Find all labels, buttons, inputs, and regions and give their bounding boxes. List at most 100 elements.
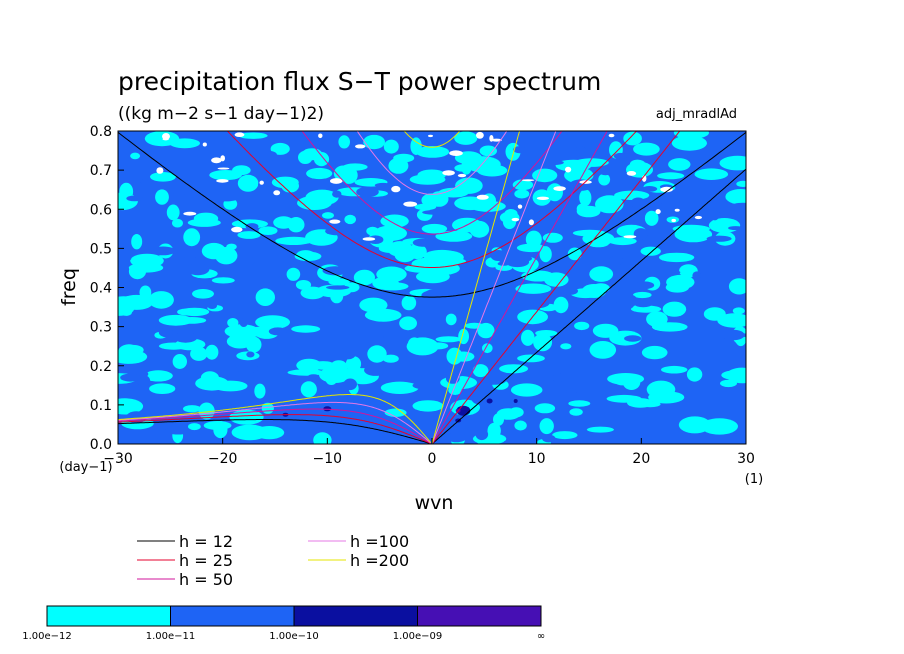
- contour-cell-mid: [503, 439, 529, 444]
- contour-cell-mid: [365, 364, 376, 372]
- contour-cell-low: [410, 137, 422, 155]
- contour-cell-low: [429, 191, 449, 207]
- contour-cell-mid: [475, 428, 489, 441]
- contour-cell-low: [394, 248, 416, 263]
- contour-cell-mid: [239, 318, 248, 327]
- inertia-gravity-wave-h12: [118, 131, 746, 298]
- contour-cell-low: [190, 346, 208, 361]
- contour-gap: [403, 201, 418, 207]
- dispersion-curves: [118, 131, 746, 444]
- contour-cell-low: [633, 142, 660, 156]
- contour-cell-mid: [646, 267, 665, 272]
- contour-cell-mid: [728, 226, 744, 231]
- contour-cell-mid: [383, 334, 407, 340]
- contour-cell-low: [158, 314, 193, 326]
- contour-cell-low: [732, 307, 745, 315]
- contour-cell-low: [589, 266, 614, 282]
- contour-cell-low: [521, 329, 535, 346]
- contour-cell-low: [464, 322, 484, 329]
- contour-cell-mid: [256, 150, 277, 160]
- contour-cell-mid: [601, 384, 618, 396]
- contour-cell-low: [417, 169, 446, 181]
- contour-cell-low: [270, 142, 290, 155]
- contour-cell-mid: [707, 182, 727, 193]
- contour-cell-low: [187, 218, 221, 227]
- contour-cell-mid: [719, 206, 735, 216]
- contour-cell-low: [188, 423, 201, 431]
- contour-cell-low: [454, 131, 478, 145]
- contour-cell-low: [569, 408, 583, 416]
- contour-cell-mid: [150, 246, 176, 256]
- legend-entry: h =200: [308, 551, 409, 570]
- contour-cell-mid: [543, 160, 564, 166]
- contour-cell-low: [200, 371, 219, 385]
- contour-cell-low: [532, 168, 558, 183]
- contour-gap: [211, 157, 222, 164]
- contour-gap: [694, 215, 703, 220]
- contour-gap: [330, 178, 343, 184]
- contour-cell-mid: [312, 307, 322, 317]
- contour-gap: [671, 218, 676, 223]
- contour-cell-low: [560, 343, 572, 350]
- contour-cell-low: [258, 226, 278, 235]
- contour-cell-low: [640, 246, 661, 256]
- contour-gap: [442, 170, 455, 176]
- contour-cell-low: [514, 420, 527, 431]
- contour-cell-low: [166, 204, 180, 221]
- inertia-gravity-wave-h200: [403, 131, 461, 148]
- contour-cell-low: [393, 153, 415, 163]
- contour-cell-mid: [352, 407, 373, 416]
- run-label: adj_mradlAd: [656, 107, 737, 122]
- contour-cell-low: [229, 409, 264, 425]
- contour-cell-low: [295, 280, 312, 290]
- y-tick-label: 0.8: [90, 124, 112, 140]
- contour-cell-low: [589, 341, 617, 359]
- x-unit-label: (1): [745, 472, 763, 487]
- contour-cell-mid: [513, 146, 527, 154]
- y-tick-label: 0.3: [90, 320, 112, 336]
- contour-gap: [655, 209, 661, 215]
- contour-cell-low: [172, 354, 187, 369]
- x-tick-label: 20: [632, 451, 650, 467]
- contour-cell-mid: [309, 220, 327, 225]
- contour-cell-low: [694, 168, 729, 180]
- contour-cell-low: [338, 135, 351, 149]
- contour-cell-low: [646, 311, 668, 327]
- contour-cell-low: [661, 365, 688, 374]
- contour-cell-low: [464, 156, 501, 173]
- contour-cell-mid: [271, 131, 294, 138]
- contour-cell-low: [380, 214, 409, 228]
- x-tick-label: −30: [103, 451, 133, 467]
- contour-cell-mid: [347, 241, 373, 253]
- contour-cell-low: [313, 152, 330, 167]
- contour-cell-low: [539, 418, 554, 435]
- contour-cell-mid: [634, 301, 652, 308]
- contour-cell-mid: [731, 202, 746, 209]
- contour-cell-low: [313, 432, 332, 444]
- contour-gap: [553, 186, 566, 192]
- contour-cell-mid: [412, 238, 436, 247]
- contour-cell-mid: [422, 210, 445, 215]
- contour-cell-low: [633, 291, 652, 299]
- contour-cell-mid: [524, 297, 550, 309]
- contour-cell-low: [422, 261, 460, 276]
- contour-cell-low: [294, 251, 322, 261]
- contour-cell-mid: [277, 275, 287, 286]
- contour-cell-mid: [630, 197, 646, 209]
- contour-cell-mid: [343, 378, 358, 391]
- contour-gap: [449, 150, 463, 156]
- contour-cell-mid: [737, 433, 746, 444]
- contour-cell-low: [515, 283, 552, 294]
- contour-gap: [259, 180, 264, 185]
- inertia-gravity-wave-h100: [356, 131, 508, 195]
- contour-cell-low: [122, 344, 144, 356]
- contour-cell-low: [613, 373, 631, 386]
- contour-cell-low: [286, 267, 301, 281]
- contour-cell-low: [287, 217, 305, 233]
- contour-cell-low: [598, 173, 611, 186]
- contour-cell-mid: [662, 413, 688, 420]
- contour-cell-low: [342, 163, 368, 171]
- contour-cell-mid: [273, 393, 290, 398]
- x-tick-label: 0: [428, 451, 437, 467]
- contour-cell-low: [448, 385, 462, 395]
